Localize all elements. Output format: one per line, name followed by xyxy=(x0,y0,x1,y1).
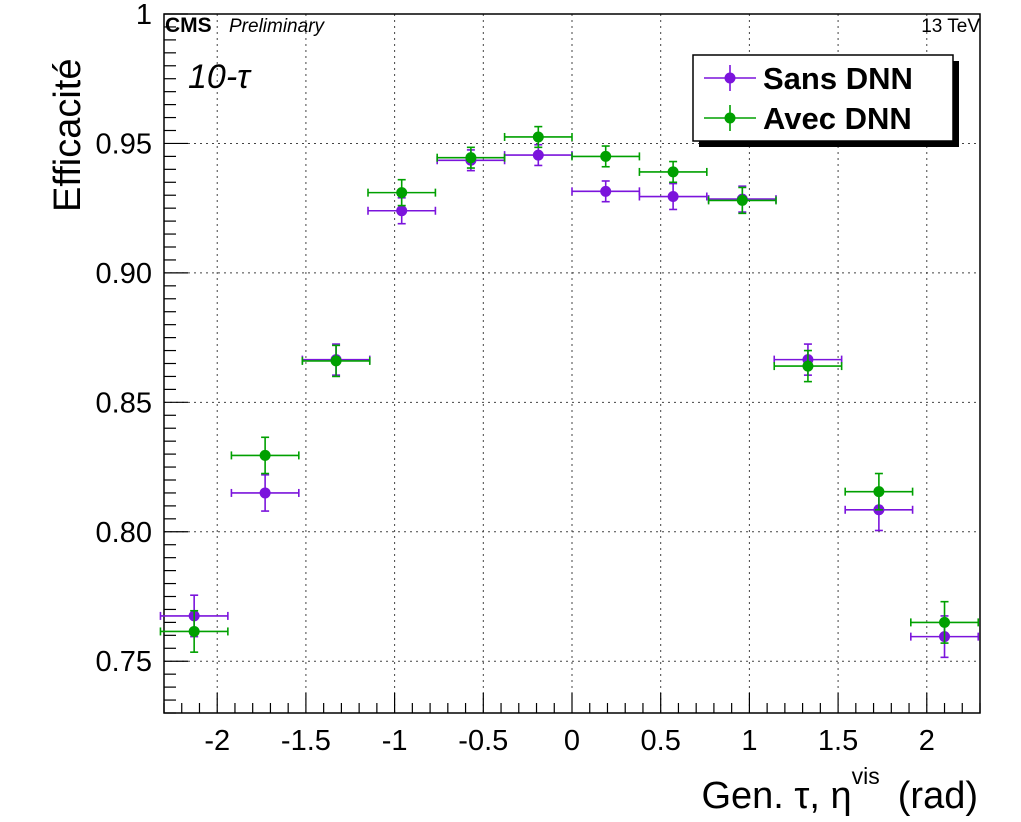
data-point xyxy=(188,625,200,637)
energy-label: 13 TeV xyxy=(921,16,980,37)
y-tick-label: 0.75 xyxy=(96,646,152,678)
data-point xyxy=(330,355,342,367)
x-tick-label: 0.5 xyxy=(641,725,681,757)
x-tick-label: 2 xyxy=(919,725,935,757)
x-tick-label: -2 xyxy=(204,725,230,757)
legend-marker xyxy=(724,72,736,84)
data-point xyxy=(259,449,271,461)
data-point xyxy=(600,150,612,162)
y-tick-label: 1 xyxy=(136,0,152,31)
preliminary-label: Preliminary xyxy=(229,16,326,37)
data-point xyxy=(532,149,544,161)
series-1 xyxy=(159,143,980,659)
x-tick-label: -1.5 xyxy=(281,725,331,757)
legend-marker xyxy=(724,112,736,124)
x-tick-label: -0.5 xyxy=(458,725,508,757)
x-axis-title: Gen. τ, ηvis (rad) xyxy=(701,763,978,817)
y-tick-label: 0.85 xyxy=(96,387,152,419)
x-axis-title-unit: (rad) xyxy=(898,775,978,817)
x-tick-label: -1 xyxy=(382,725,408,757)
y-axis-title: Efficacité xyxy=(47,59,89,212)
x-tick-label: 1.5 xyxy=(818,725,858,757)
y-tick-label: 0.90 xyxy=(96,258,152,290)
data-point xyxy=(600,185,612,197)
data-point xyxy=(532,131,544,143)
data-point xyxy=(396,205,408,217)
x-axis-title-main: Gen. τ, η xyxy=(701,775,851,817)
x-tick-label: 1 xyxy=(741,725,757,757)
multiplicity-annotation: 10-τ xyxy=(188,58,252,96)
cms-label: CMS xyxy=(165,14,212,37)
x-axis-title-sup: vis xyxy=(852,763,880,789)
data-point xyxy=(396,187,408,199)
y-tick-label: 0.80 xyxy=(96,517,152,549)
data-point xyxy=(465,152,477,164)
series-2 xyxy=(159,125,980,653)
x-tick-label: 0 xyxy=(564,725,580,757)
legend-box xyxy=(692,54,954,142)
data-point xyxy=(873,486,885,498)
legend: Sans DNN Avec DNN xyxy=(692,54,959,147)
data-point xyxy=(736,194,748,206)
data-point xyxy=(667,191,679,203)
legend-label: Sans DNN xyxy=(763,61,913,96)
y-tick-label: 0.95 xyxy=(96,128,152,160)
data-point xyxy=(939,616,951,628)
data-point xyxy=(259,487,271,499)
data-series xyxy=(159,125,980,659)
data-point xyxy=(667,166,679,178)
data-point xyxy=(802,360,814,372)
legend-label: Avec DNN xyxy=(763,101,912,136)
axes: -2 -1.5 -1 -0.5 0 0.5 1 1.5 2 0.75 0.80 0.85 0.90 0.9… xyxy=(96,0,981,757)
